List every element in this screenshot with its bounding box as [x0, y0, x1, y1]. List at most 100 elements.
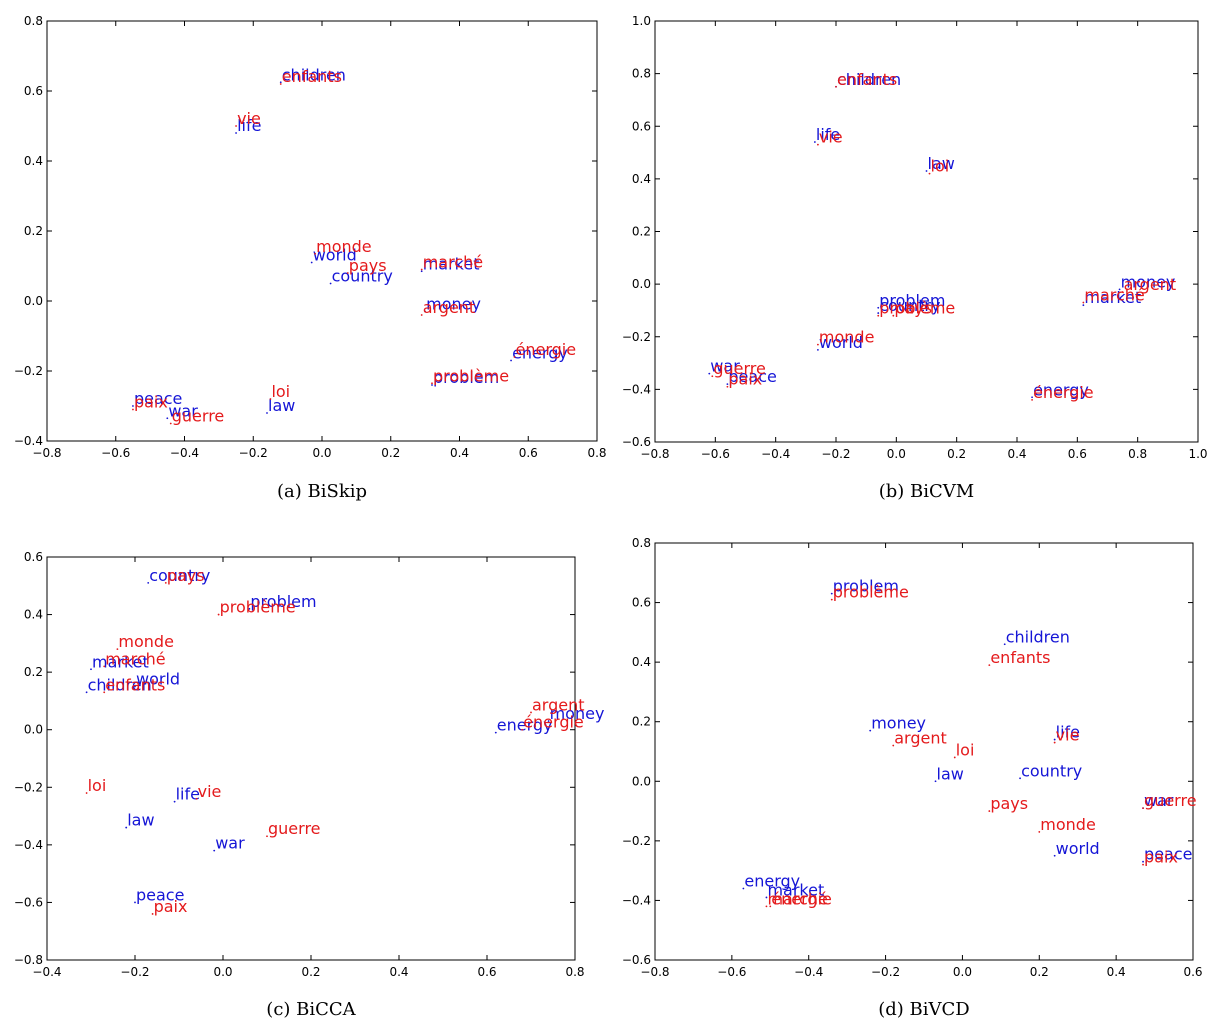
point-label: problème — [833, 583, 909, 602]
point-label: children — [1006, 627, 1070, 646]
x-tick-label: 0.0 — [887, 447, 906, 461]
point-label: énergie — [771, 889, 832, 908]
y-tick-label: 0.6 — [632, 596, 651, 610]
point-label: problème — [220, 598, 296, 617]
y-tick-label: −0.8 — [14, 953, 43, 967]
y-tick-label: 0.0 — [632, 277, 651, 291]
x-tick-label: −0.6 — [717, 965, 746, 979]
y-tick-label: 0.2 — [24, 224, 43, 238]
point-label: énergie — [516, 340, 577, 359]
x-tick-label: −0.2 — [120, 965, 149, 979]
subplot-3: −0.4 −0.2 0.0 0.2 0.4 0.6 0.8−0.8−0.6−0.4−0.20… — [14, 550, 605, 1020]
x-tick-label: −0.2 — [821, 447, 850, 461]
point-label: problème — [433, 366, 509, 385]
point-label: argent — [423, 298, 476, 317]
x-tick-label: 0.6 — [519, 446, 538, 460]
subplot-1: −0.8 −0.6 −0.4 −0.2 0.0 0.2 0.4 0.6 0.8−0.4−0.20… — [14, 14, 607, 502]
point-label: country — [1021, 761, 1082, 780]
point-label: war — [215, 834, 245, 853]
point-label: enfants — [837, 70, 897, 89]
y-tick-label: 0.4 — [632, 172, 651, 186]
x-tick-label: 0.8 — [587, 446, 606, 460]
point-label: énergie — [1033, 383, 1094, 402]
x-tick-label: 1.0 — [1188, 447, 1207, 461]
point-label: enfants — [990, 648, 1050, 667]
point-label: paix — [154, 897, 188, 916]
y-tick-label: −0.2 — [14, 364, 43, 378]
point-label: monde — [316, 237, 372, 256]
x-tick-label: −0.4 — [761, 447, 790, 461]
x-tick-label: −0.8 — [640, 965, 669, 979]
y-tick-label: −0.2 — [14, 780, 43, 794]
point-label: paix — [728, 370, 762, 389]
y-tick-label: 0.6 — [632, 119, 651, 133]
point-label: pays — [894, 299, 932, 318]
point-label: loi — [956, 740, 975, 759]
x-tick-label: −0.4 — [170, 446, 199, 460]
subplot-2: −0.8 −0.6 −0.4 −0.2 0.0 0.2 0.4 0.6 0.8 1.0−0.6−0… — [622, 14, 1208, 502]
y-tick-label: 0.2 — [24, 665, 43, 679]
point-label: world — [1056, 839, 1100, 858]
y-tick-label: 0.8 — [632, 67, 651, 81]
x-tick-label: 0.4 — [1007, 447, 1026, 461]
y-tick-label: −0.4 — [14, 434, 43, 448]
x-tick-label: 0.2 — [1030, 965, 1049, 979]
x-tick-label: 0.2 — [301, 965, 320, 979]
point-label: énergie — [523, 713, 584, 732]
point-label: marché — [1084, 286, 1144, 305]
point-label: pays — [349, 256, 387, 275]
point-label: guerre — [268, 819, 321, 838]
point-label: monde — [819, 328, 875, 347]
point-label: loi — [88, 776, 107, 795]
point-label: law — [937, 764, 964, 783]
x-tick-label: 0.4 — [1107, 965, 1126, 979]
subplot-caption: (d) BiVCD — [878, 999, 969, 1020]
x-tick-label: −0.6 — [101, 446, 130, 460]
x-tick-label: 0.2 — [381, 446, 400, 460]
x-tick-label: −0.4 — [32, 965, 61, 979]
subplot-caption: (c) BiCCA — [266, 999, 356, 1020]
x-tick-label: 0.0 — [312, 446, 331, 460]
x-tick-label: 0.6 — [1183, 965, 1202, 979]
x-tick-label: −0.2 — [871, 965, 900, 979]
y-tick-label: −0.4 — [622, 893, 651, 907]
y-tick-label: −0.6 — [622, 435, 651, 449]
point-label: paix — [134, 393, 168, 412]
point-label: marché — [423, 253, 483, 272]
x-tick-label: 0.8 — [1128, 447, 1147, 461]
x-tick-label: −0.8 — [640, 447, 669, 461]
y-tick-label: −0.2 — [622, 834, 651, 848]
y-tick-label: 0.8 — [24, 14, 43, 28]
point-label: vie — [1056, 726, 1080, 745]
point-label: loi — [271, 382, 290, 401]
y-tick-label: 0.2 — [632, 715, 651, 729]
y-tick-label: 0.4 — [24, 154, 43, 168]
x-tick-label: 0.6 — [1068, 447, 1087, 461]
subplot-caption: (b) BiCVM — [879, 481, 974, 502]
y-tick-label: 0.6 — [24, 550, 43, 564]
y-tick-label: −0.6 — [622, 953, 651, 967]
x-tick-label: 0.4 — [389, 965, 408, 979]
point-label: guerre — [172, 407, 225, 426]
x-tick-label: −0.6 — [701, 447, 730, 461]
point-label: marché — [105, 649, 165, 668]
point-label: argent — [532, 695, 585, 714]
y-tick-label: −0.2 — [622, 330, 651, 344]
point-label: enfants — [282, 67, 342, 86]
y-tick-label: 0.6 — [24, 84, 43, 98]
x-tick-label: 0.2 — [947, 447, 966, 461]
y-tick-label: 1.0 — [632, 14, 651, 28]
point-label: pays — [990, 794, 1028, 813]
x-tick-label: −0.4 — [794, 965, 823, 979]
point-label: monde — [118, 632, 174, 651]
x-tick-label: −0.8 — [32, 446, 61, 460]
y-tick-label: −0.6 — [14, 895, 43, 909]
point-label: enfants — [105, 675, 165, 694]
y-tick-label: 0.0 — [24, 294, 43, 308]
y-tick-label: 0.8 — [632, 536, 651, 550]
subplot-caption: (a) BiSkip — [277, 481, 367, 502]
x-tick-label: 0.0 — [213, 965, 232, 979]
point-label: vie — [819, 128, 843, 147]
y-tick-label: 0.4 — [24, 608, 43, 622]
